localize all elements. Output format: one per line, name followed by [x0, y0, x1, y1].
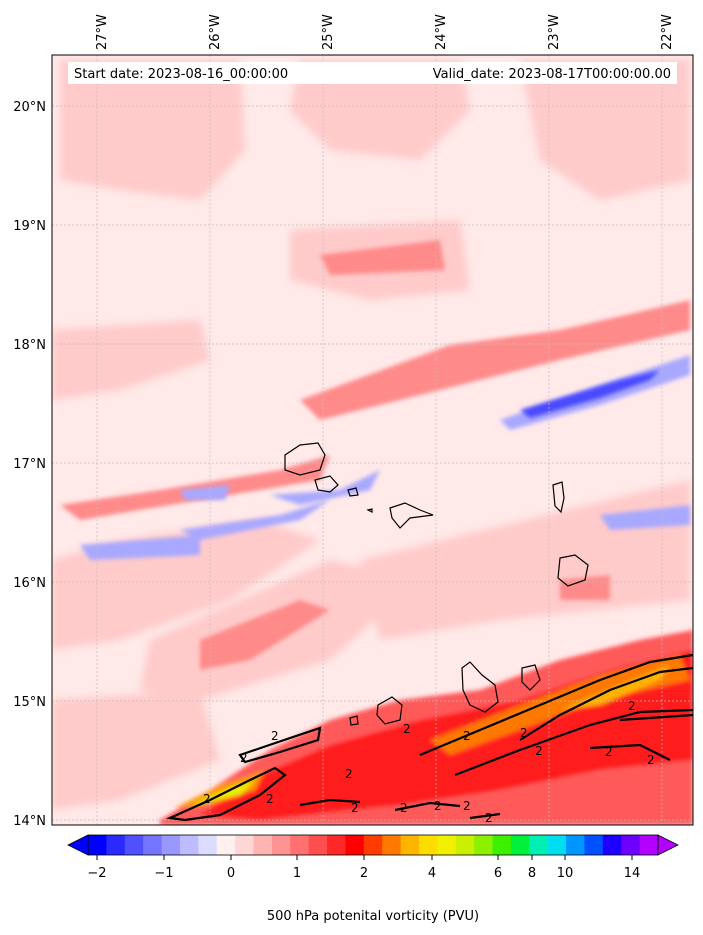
colorbar-cell [198, 835, 218, 855]
lat-label: 20°N [13, 100, 46, 115]
colorbar-cell [345, 835, 365, 855]
lat-label: 14°N [13, 814, 46, 829]
island-coastlines [284, 442, 589, 726]
gridlines [52, 55, 693, 825]
contour-label: 2 [271, 729, 279, 743]
colorbar-cell [179, 835, 199, 855]
colorbar-cell [382, 835, 402, 855]
latitude-labels: 20°N 19°N 18°N 17°N 16°N 15°N 14°N [13, 100, 46, 829]
lon-label: 24°W [434, 14, 449, 50]
contour-label: 2 [351, 801, 359, 815]
lon-label: 25°W [321, 14, 336, 50]
colorbar-cell [621, 835, 641, 855]
colorbar-label: 500 hPa potenital vorticity (PVU) [267, 909, 479, 924]
contour-label: 2 [628, 699, 636, 713]
colorbar-cell [216, 835, 236, 855]
contour-label: 2 [403, 722, 411, 736]
colorbar-cell [400, 835, 420, 855]
colorbar-cell [235, 835, 254, 855]
contour-label: 2 [520, 726, 528, 740]
colorbar-tick-label: 6 [494, 866, 502, 881]
contour-label: 2 [266, 792, 274, 806]
colorbar-cell [437, 835, 457, 855]
colorbar-cell [88, 835, 107, 855]
colorbar-cell [602, 835, 622, 855]
colorbar-cell [253, 835, 273, 855]
lat-label: 18°N [13, 338, 46, 353]
colorbar-cell [290, 835, 310, 855]
contour-label: 2 [240, 751, 248, 765]
contour-label: 2 [345, 767, 353, 781]
contour-label: 2 [535, 744, 543, 758]
lon-label: 27°W [95, 14, 110, 50]
colorbar-tick-label: 1 [293, 866, 301, 881]
colorbar-cell [474, 835, 494, 855]
contour-label: 2 [463, 729, 471, 743]
colorbar-cell [455, 835, 475, 855]
colorbar-cell [492, 835, 512, 855]
colorbar-cell [547, 835, 567, 855]
colorbar: −2 −1 0 1 2 4 6 8 10 14 500 hPa potenita… [67, 834, 679, 924]
contour-label: 2 [203, 792, 211, 806]
start-date-label: Start date: 2023-08-16_00:00:00 [74, 67, 288, 82]
colorbar-min-extend [67, 834, 89, 856]
colorbar-cell [363, 835, 383, 855]
colorbar-tick-label: −2 [87, 866, 106, 881]
colorbar-cell [308, 835, 328, 855]
colorbar-tick-label: 10 [557, 866, 574, 881]
colorbar-tick-label: 8 [528, 866, 536, 881]
lon-label: 23°W [547, 14, 562, 50]
valid-date-label: Valid_date: 2023-08-17T00:00:00.00 [433, 67, 671, 82]
colorbar-tick-labels: −2 −1 0 1 2 4 6 8 10 14 [87, 866, 640, 881]
colorbar-frame [87, 834, 659, 856]
contour-label: 2 [463, 799, 471, 813]
contour-label: 2 [400, 801, 408, 815]
colorbar-cells [88, 835, 659, 855]
pv-field-red [60, 240, 690, 670]
colorbar-cell [510, 835, 530, 855]
colorbar-cell [106, 835, 126, 855]
lon-label: 22°W [660, 14, 675, 50]
colorbar-cell [161, 835, 181, 855]
colorbar-cell [124, 835, 144, 855]
map-panel: 2 2 2 2 2 2 2 2 2 2 2 2 2 2 2 2 2 Start … [52, 55, 693, 825]
colorbar-tick-label: −1 [154, 866, 173, 881]
longitude-labels: 27°W 26°W 25°W 24°W 23°W 22°W [95, 14, 675, 50]
date-header-box [68, 62, 677, 84]
colorbar-tick-label: 14 [624, 866, 641, 881]
contour-label: 2 [647, 753, 655, 767]
lat-label: 15°N [13, 695, 46, 710]
contour-label: 2 [434, 799, 442, 813]
lon-label: 26°W [208, 14, 223, 50]
lat-label: 16°N [13, 576, 46, 591]
contour-label: 2 [485, 811, 493, 825]
colorbar-cell [566, 835, 585, 855]
colorbar-ticks [96, 855, 633, 860]
contour-labels: 2 2 2 2 2 2 2 2 2 2 2 2 2 2 2 2 2 [203, 699, 655, 825]
colorbar-cell [143, 835, 163, 855]
colorbar-cell [584, 835, 604, 855]
colorbar-cell [271, 835, 291, 855]
colorbar-max-extend [657, 834, 679, 856]
pv-contour-2pvu [166, 653, 693, 822]
colorbar-cell [418, 835, 438, 855]
map-frame [51, 54, 694, 826]
colorbar-tick-label: 0 [227, 866, 235, 881]
colorbar-tick-label: 2 [360, 866, 368, 881]
contour-label: 2 [605, 745, 613, 759]
colorbar-cell [529, 835, 549, 855]
colorbar-cell [327, 835, 346, 855]
lat-label: 17°N [13, 457, 46, 472]
colorbar-tick-label: 4 [428, 866, 436, 881]
colorbar-cell [639, 835, 659, 855]
lat-label: 19°N [13, 219, 46, 234]
